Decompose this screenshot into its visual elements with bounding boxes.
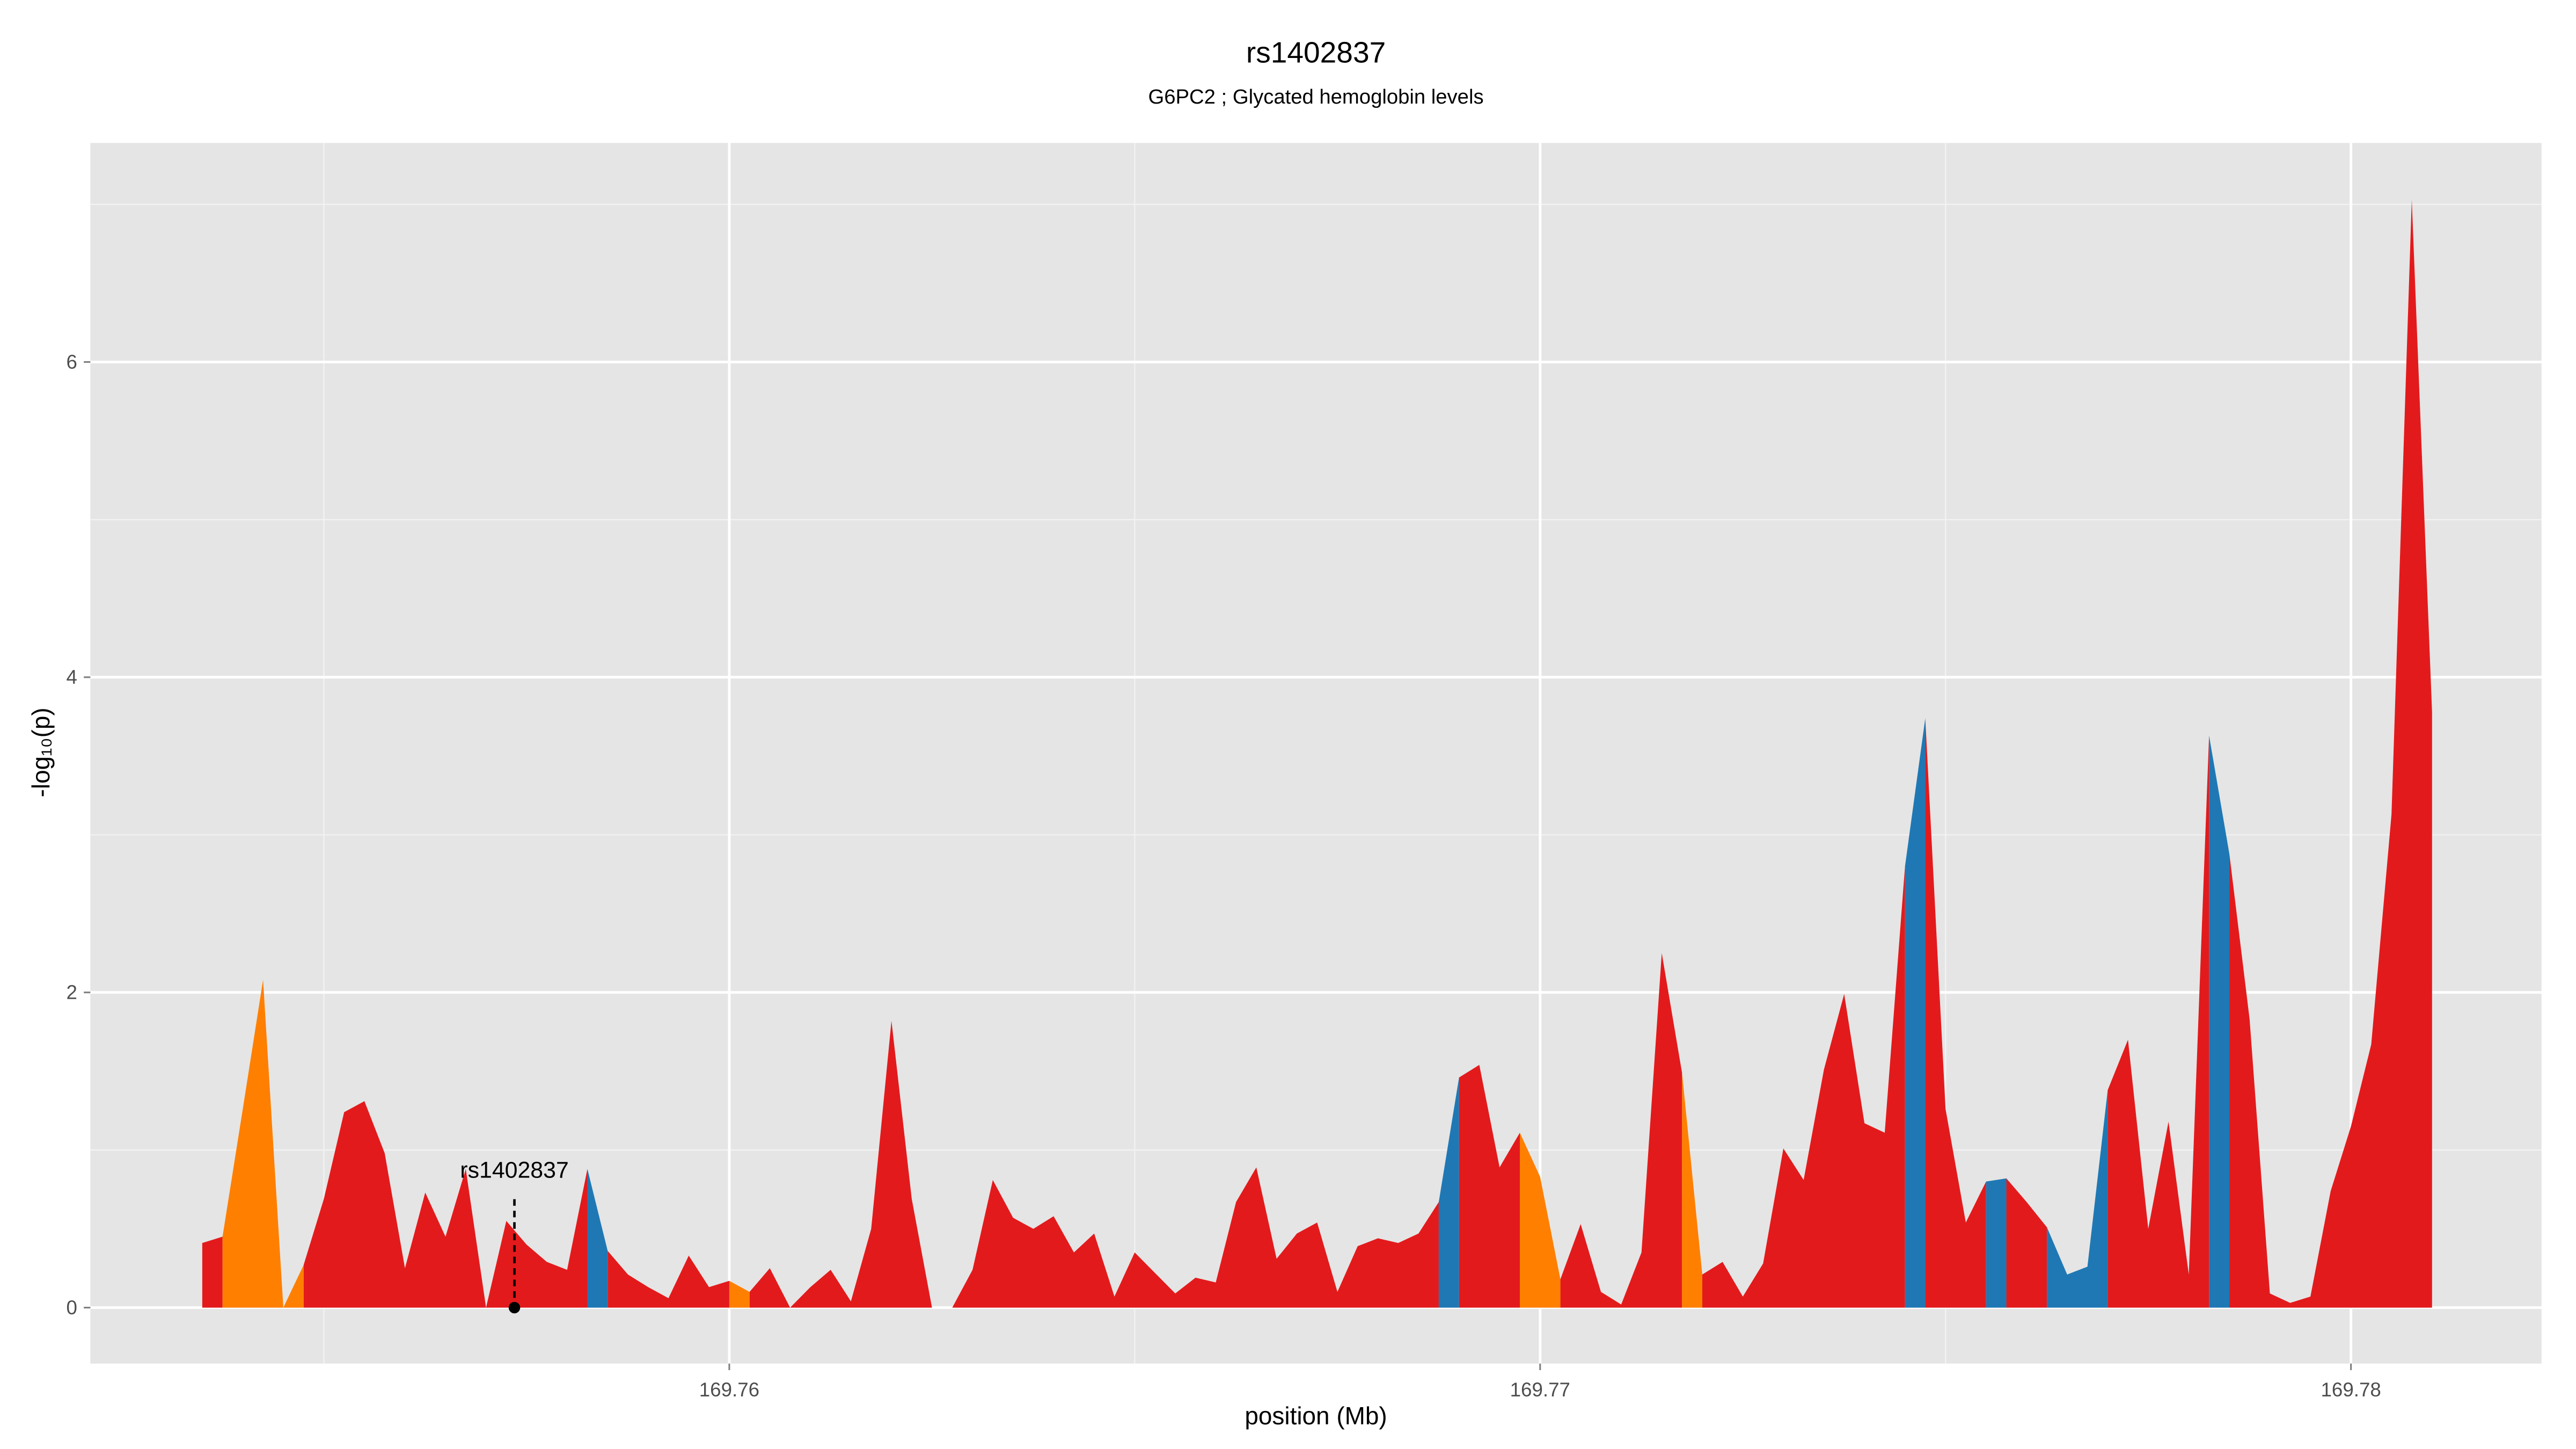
x-axis-label: position (Mb) bbox=[1245, 1402, 1387, 1430]
area bbox=[222, 979, 1702, 1308]
y-tick-label: 2 bbox=[66, 981, 77, 1003]
chart-title: rs1402837 bbox=[1246, 35, 1386, 69]
y-tick-label: 4 bbox=[66, 666, 77, 688]
y-axis-label: -log₁₀(p) bbox=[27, 707, 55, 797]
x-tick-label: 169.77 bbox=[1510, 1379, 1570, 1401]
y-tick-label: 0 bbox=[66, 1297, 77, 1319]
chart-subtitle: G6PC2 ; Glycated hemoglobin levels bbox=[1148, 85, 1484, 108]
annotation-point bbox=[508, 1301, 521, 1314]
x-tick-label: 169.76 bbox=[699, 1379, 759, 1401]
annotation-label: rs1402837 bbox=[460, 1158, 568, 1183]
y-tick-label: 6 bbox=[66, 351, 77, 373]
area bbox=[303, 718, 2209, 1308]
x-tick-label: 169.78 bbox=[2321, 1379, 2381, 1401]
